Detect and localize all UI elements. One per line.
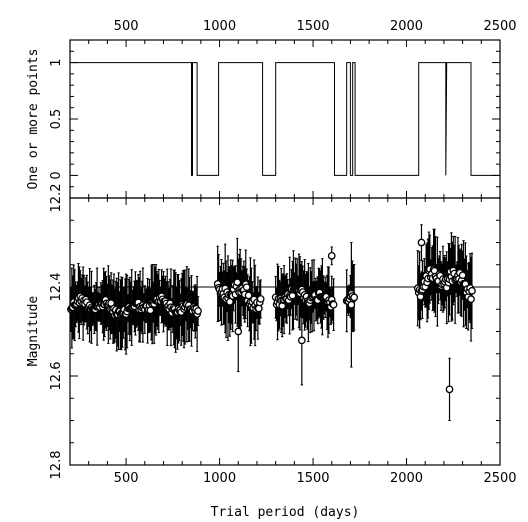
top-series (70, 62, 500, 176)
data-point (225, 298, 234, 306)
data-point (350, 293, 359, 302)
data-point (327, 252, 336, 260)
bottom-x-ticks: 500 1000 1500 2000 2500 (88, 198, 517, 486)
top-x-tick-label: 2000 (390, 19, 423, 34)
data-point (445, 385, 454, 394)
top-x-tick-label: 1000 (203, 19, 236, 34)
step-series-line (70, 62, 500, 176)
data-point (417, 238, 426, 247)
bottom-y-tick-label: 12.8 (49, 451, 64, 480)
top-x-ticks: 500 1000 1500 2000 2500 (88, 19, 517, 198)
bottom-series (67, 224, 500, 421)
top-plot-frame (69, 39, 501, 199)
data-point (256, 295, 265, 303)
bottom-x-tick-label: 1000 (203, 471, 236, 486)
bottom-y-tick-label: 12.2 (49, 184, 64, 213)
bottom-x-tick-label: 1500 (296, 471, 329, 486)
data-point (234, 327, 243, 336)
top-x-tick-label: 2500 (483, 19, 516, 34)
top-y-tick-label: 0 (49, 171, 64, 179)
bottom-panel: 500 1000 1500 2000 2500 12.2 12.4 12.6 12.8 Mag… (26, 184, 517, 520)
data-point (297, 336, 306, 345)
data-point (467, 295, 475, 304)
bottom-y-tick-label: 12.4 (49, 273, 64, 302)
data-point (468, 286, 476, 295)
bottom-x-tick-label: 2000 (390, 471, 423, 486)
bottom-x-tick-label: 500 (114, 471, 139, 486)
top-y-axis-label: One or more points (26, 49, 41, 190)
data-points (67, 238, 476, 394)
data-point (244, 291, 253, 300)
x-axis-label: Trial period (days) (211, 505, 360, 520)
data-point (242, 283, 251, 292)
data-point (194, 307, 202, 315)
data-point (347, 300, 356, 309)
bottom-y-tick-label: 12.6 (49, 362, 64, 391)
top-x-tick-label: 1500 (296, 19, 329, 34)
data-point (458, 271, 467, 280)
top-y-tick-label: 0.5 (49, 109, 64, 130)
top-panel: 500 1000 1500 2000 2500 00.51 One or more po… (26, 19, 517, 199)
bottom-y-axis-label: Magnitude (26, 296, 41, 367)
data-point (233, 278, 242, 287)
error-bars (69, 224, 474, 421)
top-y-tick-label: 1 (49, 58, 64, 66)
top-x-tick-label: 500 (114, 19, 139, 34)
data-point (146, 306, 155, 315)
top-y-ticks: 00.51 (49, 50, 500, 188)
data-point (329, 300, 338, 309)
bottom-x-tick-label: 2500 (483, 471, 516, 486)
